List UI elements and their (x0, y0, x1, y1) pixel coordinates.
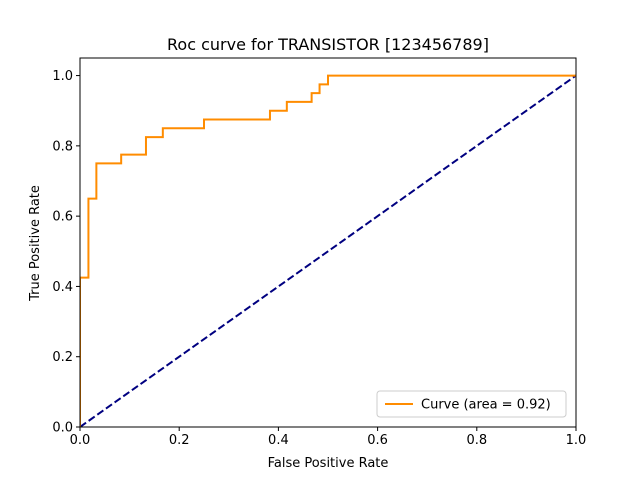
legend-label: Curve (area = 0.92) (421, 398, 551, 413)
chart-title: Roc curve for TRANSISTOR [123456789] (167, 35, 489, 54)
x-axis-label: False Positive Rate (268, 456, 389, 471)
chance-diagonal-line (80, 74, 576, 427)
y-tick-label: 0.0 (52, 421, 73, 436)
y-axis-label: True Positive Rate (28, 185, 43, 302)
y-tick-label: 0.4 (52, 280, 73, 295)
y-tick-label: 0.2 (52, 350, 73, 365)
y-tick-label: 0.6 (52, 210, 73, 225)
x-tick-label: 1.0 (566, 433, 587, 448)
x-tick-label: 0.6 (367, 433, 388, 448)
y-tick-label: 0.8 (52, 139, 73, 154)
y-tick-label: 1.0 (52, 69, 73, 84)
plot-frame (79, 57, 577, 428)
x-tick-label: 0.4 (268, 433, 289, 448)
x-tick-label: 0.0 (70, 433, 91, 448)
x-tick-label: 0.2 (169, 433, 190, 448)
legend: Curve (area = 0.92) (376, 390, 567, 418)
legend-box (376, 390, 567, 418)
x-tick-label: 0.8 (466, 433, 487, 448)
roc-curve-line (80, 74, 576, 427)
